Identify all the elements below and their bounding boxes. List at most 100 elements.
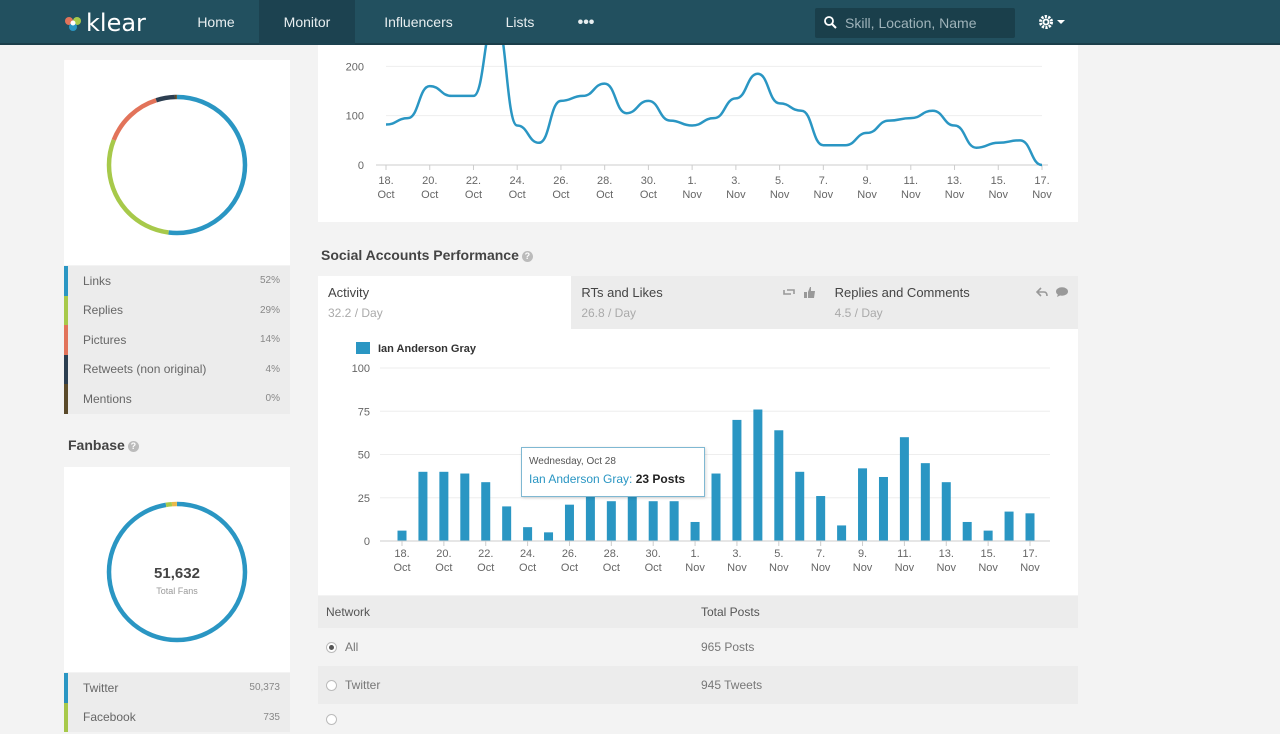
search-placeholder: Skill, Location, Name xyxy=(845,15,977,31)
series-line xyxy=(385,15,1043,167)
x-tick-label: 18. Oct xyxy=(393,548,410,574)
nav-monitor[interactable]: Monitor xyxy=(259,0,355,45)
tooltip-series: Ian Anderson Gray: xyxy=(529,472,633,486)
list-item-value: 29% xyxy=(259,304,280,316)
table-row[interactable] xyxy=(318,704,1078,734)
activity-line-chart: 0 100 200 18. Oct 20. Oct 22. Oct 24. Oct 26. Oct 28.… xyxy=(346,15,1052,201)
bar[interactable] xyxy=(878,476,888,541)
tab-label: Replies and Comments xyxy=(834,285,970,300)
bar[interactable] xyxy=(858,468,868,541)
help-icon[interactable]: ? xyxy=(521,250,533,262)
search-input[interactable]: Skill, Location, Name xyxy=(815,8,1015,38)
list-item-label: Mentions xyxy=(83,391,132,406)
fanbase-title: Fanbase? xyxy=(68,437,139,453)
donut-segment-other xyxy=(106,501,248,643)
fanbase-list: Twitter 50,373 Facebook 735 xyxy=(64,673,290,732)
network-radio[interactable] xyxy=(326,713,337,725)
list-item-facebook[interactable]: Facebook 735 xyxy=(64,702,290,732)
network-name: All xyxy=(345,640,359,654)
bar[interactable] xyxy=(439,471,449,541)
list-item-value: 0% xyxy=(265,393,280,405)
bar[interactable] xyxy=(397,530,407,541)
x-tick-label: 7. Nov xyxy=(811,548,831,574)
nav-more[interactable]: ••• xyxy=(577,14,595,31)
table-row[interactable]: Twitter 945 Tweets xyxy=(318,666,1078,704)
column-header-network: Network xyxy=(326,605,371,619)
list-item-mentions[interactable]: Mentions 0% xyxy=(64,384,290,414)
x-tick-label: 15. Nov xyxy=(988,175,1008,201)
bar[interactable] xyxy=(774,430,784,541)
bar[interactable] xyxy=(627,490,637,541)
x-tick-label: 5. Nov xyxy=(769,548,789,574)
bar[interactable] xyxy=(418,471,428,541)
bar[interactable] xyxy=(523,527,533,541)
tab-replies-and-comments[interactable]: Replies and Comments 4.5 / Day xyxy=(824,276,1078,329)
bar[interactable] xyxy=(460,473,470,541)
list-item-links[interactable]: Links 52% xyxy=(64,266,290,296)
bar[interactable] xyxy=(837,525,847,541)
bar[interactable] xyxy=(899,437,909,541)
gear-icon xyxy=(1039,15,1065,29)
y-tick-label: 0 xyxy=(358,160,364,172)
thumbs-up-icon xyxy=(803,287,815,298)
y-tick-label: 75 xyxy=(358,406,370,418)
x-tick-label: 1. Nov xyxy=(682,175,702,201)
bar[interactable] xyxy=(502,506,512,541)
tab-label: Activity xyxy=(328,285,370,300)
list-item-label: Links xyxy=(83,273,112,288)
bar[interactable] xyxy=(732,419,742,541)
list-item-twitter[interactable]: Twitter 50,373 xyxy=(64,673,290,703)
x-tick-label: 28. Oct xyxy=(603,548,620,574)
legend-label[interactable]: Ian Anderson Gray xyxy=(378,343,477,355)
bar[interactable] xyxy=(544,532,554,541)
activity-bar-chart: Ian Anderson Gray 0 25 50 75 100 18. Oct 20. Oct… xyxy=(352,342,1050,574)
tab-activity[interactable]: Activity 32.2 / Day xyxy=(318,276,572,329)
x-tick-label: 26. Oct xyxy=(552,175,569,201)
column-header-total-posts: Total Posts xyxy=(701,605,760,619)
y-tick-label: 200 xyxy=(346,61,364,73)
tab-rts-and-likes[interactable]: RTs and Likes 26.8 / Day xyxy=(571,276,825,329)
bar[interactable] xyxy=(1004,511,1014,541)
x-tick-label: 18. Oct xyxy=(377,175,394,201)
network-radio[interactable] xyxy=(326,679,337,691)
performance-tabs: Activity 32.2 / Day RTs and Likes 26.8 /… xyxy=(318,276,1078,329)
nav-home[interactable]: Home xyxy=(197,14,235,30)
bar[interactable] xyxy=(669,501,679,541)
help-icon[interactable]: ? xyxy=(127,440,139,452)
bar[interactable] xyxy=(920,463,930,541)
list-item-retweets[interactable]: Retweets (non original) 4% xyxy=(64,354,290,384)
comment-icon xyxy=(1055,287,1068,297)
bar[interactable] xyxy=(753,409,763,541)
bar[interactable] xyxy=(1025,513,1035,541)
list-item-label: Facebook xyxy=(83,710,136,725)
x-tick-label: 3. Nov xyxy=(727,548,747,574)
bar[interactable] xyxy=(690,521,700,541)
bar[interactable] xyxy=(648,501,658,541)
nav-influencers[interactable]: Influencers xyxy=(384,14,453,30)
tab-sub: 4.5 / Day xyxy=(834,306,883,320)
network-posts: 945 Tweets xyxy=(701,678,763,692)
list-item-label: Retweets (non original) xyxy=(83,362,207,377)
bar[interactable] xyxy=(585,494,595,541)
bar[interactable] xyxy=(795,471,805,541)
x-tick-label: 1. Nov xyxy=(685,548,705,574)
list-item-replies[interactable]: Replies 29% xyxy=(64,295,290,325)
bar[interactable] xyxy=(816,496,826,541)
chart-tooltip: Wednesday, Oct 28 Ian Anderson Gray: 23 … xyxy=(521,447,705,497)
x-tick-label: 22. Oct xyxy=(477,548,494,574)
bar[interactable] xyxy=(983,530,993,541)
bar[interactable] xyxy=(962,521,972,541)
klear-logo[interactable]: klear xyxy=(64,9,146,37)
network-radio[interactable] xyxy=(326,641,337,653)
bar[interactable] xyxy=(481,482,491,541)
list-item-pictures[interactable]: Pictures 14% xyxy=(64,325,290,355)
bar[interactable] xyxy=(606,501,616,541)
nav-lists[interactable]: Lists xyxy=(505,14,535,30)
fanbase-total-label: Total Fans xyxy=(156,586,198,596)
settings-menu[interactable] xyxy=(1038,13,1068,36)
table-row[interactable]: All 965 Posts xyxy=(318,628,1078,666)
bar[interactable] xyxy=(711,473,721,541)
bar[interactable] xyxy=(941,482,951,541)
klear-logo-icon xyxy=(65,17,81,31)
bar[interactable] xyxy=(564,504,574,541)
